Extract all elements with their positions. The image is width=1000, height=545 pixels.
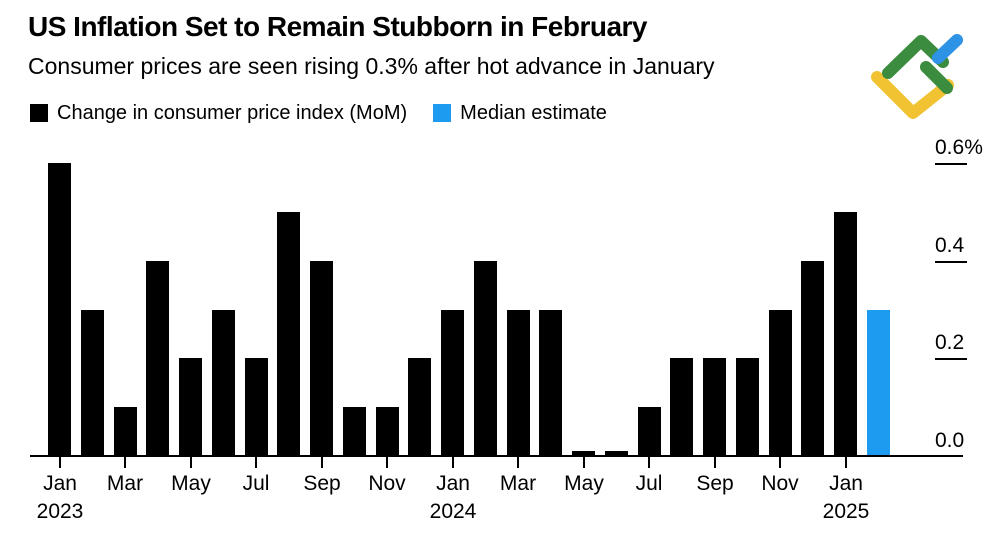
legend-item-cpi: Change in consumer price index (MoM) (30, 102, 407, 125)
x-tick-mark-Jul (648, 456, 650, 468)
x-tick-mark-Jan2023 (59, 456, 61, 468)
x-tick-label-Jul: Jul (635, 472, 663, 495)
y-tick-label-0.2: 0.2 (935, 331, 965, 354)
bar-oct-2024 (736, 358, 759, 456)
x-tick-mark-Nov (386, 456, 388, 468)
bar-sep-2023 (310, 261, 333, 456)
bar-apr-2024 (539, 310, 562, 456)
x-tick-label-May: May (564, 472, 604, 495)
bar-jul-2024 (638, 407, 661, 456)
chart-subtitle: Consumer prices are seen rising 0.3% aft… (28, 53, 715, 79)
legend-item-median-estimate: Median estimate (433, 102, 607, 125)
x-tick-label-May: May (171, 472, 211, 495)
cpi-series-swatch (30, 104, 48, 122)
bar-feb-2025 (867, 310, 890, 456)
bar-jun-2024 (605, 451, 628, 456)
x-tick-label-Jan2024: Jan (436, 472, 470, 495)
bar-mar-2023 (114, 407, 137, 456)
y-tick-label-0.6%: 0.6% (935, 136, 983, 159)
bar-jul-2023 (245, 358, 268, 456)
x-tick-mark-Jan2024 (452, 456, 454, 468)
x-tick-label-Sep: Sep (303, 472, 341, 495)
bar-jun-2023 (212, 310, 235, 456)
x-tick-label-Jan2023: Jan (43, 472, 77, 495)
logo-green-arm (920, 61, 953, 94)
bar-aug-2024 (670, 358, 693, 456)
bar-oct-2023 (343, 407, 366, 456)
bar-feb-2023 (81, 310, 104, 456)
x-year-label-2023: 2023 (36, 500, 84, 523)
x-tick-mark-May (583, 456, 585, 468)
x-axis-line (30, 455, 963, 457)
x-year-label-2025: 2025 (822, 500, 870, 523)
bar-jan-2023 (48, 163, 71, 456)
bar-aug-2023 (277, 212, 300, 456)
bar-dec-2023 (408, 358, 431, 456)
x-year-label-2024: 2024 (429, 500, 477, 523)
bar-jan-2025 (834, 212, 857, 456)
logo-blue-tick (932, 34, 963, 64)
x-tick-label-Jan2025: Jan (829, 472, 863, 495)
x-tick-label-Nov: Nov (761, 472, 799, 495)
chart-title: US Inflation Set to Remain Stubborn in F… (28, 11, 647, 42)
x-tick-mark-May (190, 456, 192, 468)
x-tick-mark-Jan2025 (845, 456, 847, 468)
y-tick-line-0.4 (935, 261, 967, 263)
x-tick-label-Sep: Sep (696, 472, 734, 495)
bar-jan-2024 (441, 310, 464, 456)
bar-nov-2023 (376, 407, 399, 456)
bar-may-2023 (179, 358, 202, 456)
logo-yellow-check (871, 71, 954, 119)
y-tick-line-0.6% (935, 163, 967, 165)
y-tick-line-0.2 (935, 358, 967, 360)
x-tick-mark-Sep (321, 456, 323, 468)
x-tick-label-Mar: Mar (106, 472, 144, 495)
bar-feb-2024 (474, 261, 497, 456)
x-tick-mark-Jul (255, 456, 257, 468)
bar-may-2024 (572, 451, 595, 456)
bar-sep-2024 (703, 358, 726, 456)
x-tick-mark-Sep (714, 456, 716, 468)
x-tick-label-Jul: Jul (242, 472, 270, 495)
bar-apr-2023 (146, 261, 169, 456)
x-tick-label-Nov: Nov (368, 472, 406, 495)
legend-estimate-label: Median estimate (460, 101, 607, 124)
y-tick-label-0.4: 0.4 (935, 234, 965, 257)
x-tick-mark-Mar (124, 456, 126, 468)
median-estimate-swatch (433, 104, 452, 122)
x-tick-label-Mar: Mar (499, 472, 537, 495)
bar-mar-2024 (507, 310, 530, 456)
bar-dec-2024 (801, 261, 824, 456)
legend-cpi-label: Change in consumer price index (MoM) (57, 101, 408, 124)
bar-nov-2024 (769, 310, 792, 456)
x-tick-mark-Nov (779, 456, 781, 468)
y-tick-label-0.0: 0.0 (935, 429, 965, 452)
litefinance-logo-icon (871, 34, 963, 119)
x-tick-mark-Mar (517, 456, 519, 468)
legend: Change in consumer price index (MoM) Med… (30, 102, 607, 124)
